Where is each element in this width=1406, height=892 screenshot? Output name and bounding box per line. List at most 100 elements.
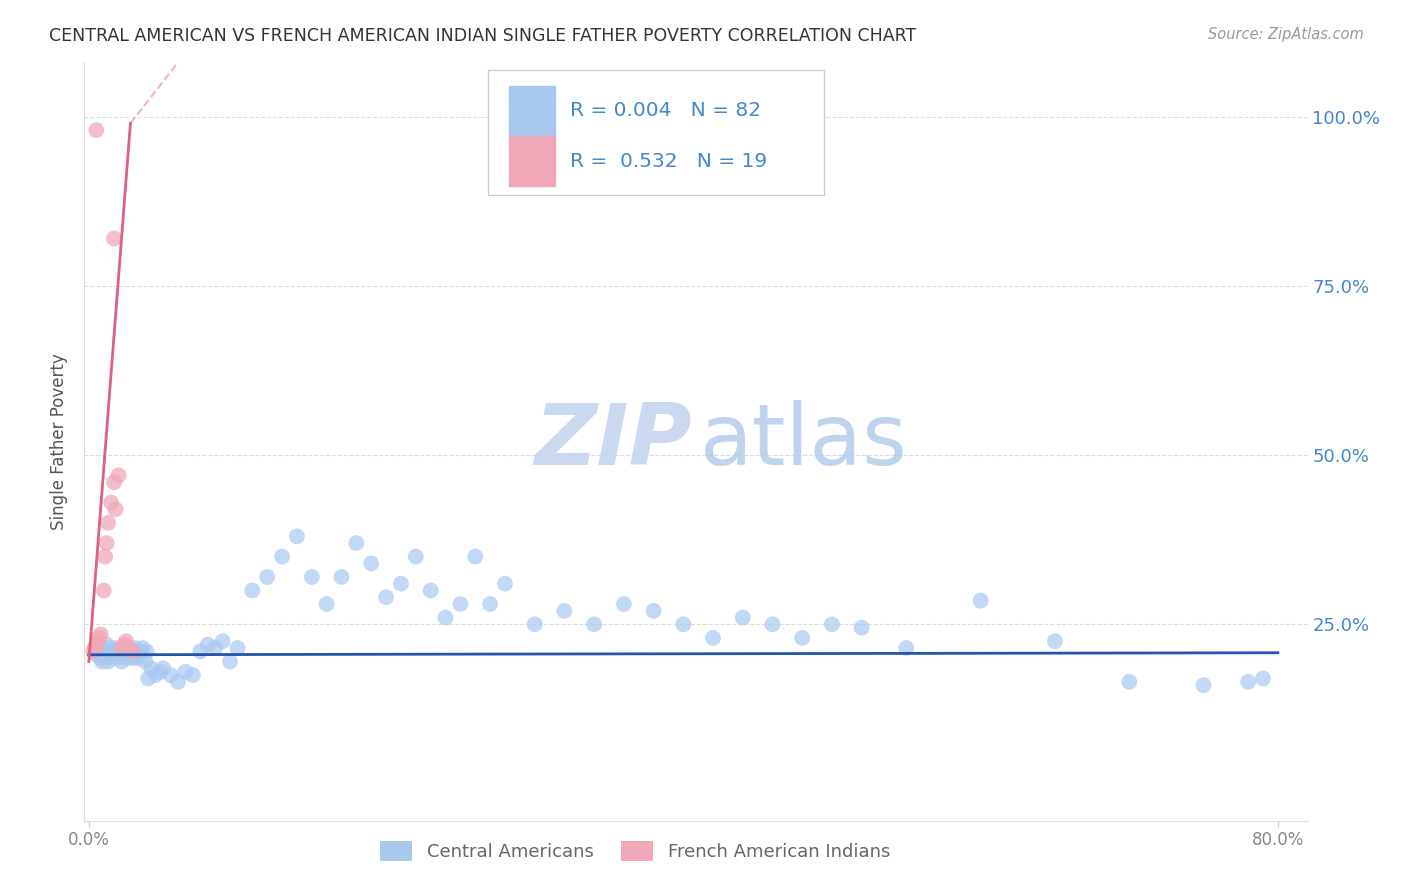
Point <box>110 640 132 655</box>
Point <box>553 604 575 618</box>
Point <box>523 617 546 632</box>
Point <box>135 644 157 658</box>
Point <box>120 644 142 658</box>
Point <box>84 123 107 137</box>
Point <box>110 655 132 669</box>
Point <box>97 655 120 669</box>
Bar <box>509 86 555 135</box>
Point <box>105 651 128 665</box>
Point <box>344 536 367 550</box>
Point <box>1118 674 1140 689</box>
Point <box>792 631 814 645</box>
Point <box>91 655 114 669</box>
Point <box>89 640 111 655</box>
Bar <box>509 136 555 186</box>
Point <box>134 655 156 669</box>
Point <box>107 648 129 662</box>
Point <box>479 597 502 611</box>
Point <box>114 638 136 652</box>
Point <box>129 644 152 658</box>
Point <box>330 570 353 584</box>
Legend: Central Americans, French American Indians: Central Americans, French American India… <box>373 834 897 869</box>
Point <box>103 231 125 245</box>
Point <box>103 648 125 662</box>
Point <box>256 570 278 584</box>
Point <box>118 640 141 655</box>
Point <box>98 640 121 655</box>
Point <box>115 648 138 662</box>
Point <box>96 536 118 550</box>
Point <box>285 529 308 543</box>
Point <box>821 617 844 632</box>
Point <box>93 644 115 658</box>
Point <box>127 651 149 665</box>
Text: R = 0.004   N = 82: R = 0.004 N = 82 <box>569 101 761 120</box>
Point <box>100 651 122 665</box>
Point <box>896 640 918 655</box>
Point <box>145 668 167 682</box>
Point <box>111 640 134 655</box>
Point <box>84 638 107 652</box>
Point <box>174 665 197 679</box>
Point <box>115 634 138 648</box>
FancyBboxPatch shape <box>488 70 824 195</box>
Point <box>82 644 104 658</box>
Point <box>93 583 115 598</box>
Point <box>494 576 516 591</box>
Point <box>89 631 111 645</box>
Point <box>117 651 139 665</box>
Point <box>419 583 441 598</box>
Point <box>97 516 120 530</box>
Point <box>197 638 219 652</box>
Point <box>204 640 226 655</box>
Point <box>103 475 125 490</box>
Point <box>136 672 159 686</box>
Point <box>159 668 181 682</box>
Point <box>131 640 153 655</box>
Point <box>118 640 141 655</box>
Point <box>125 648 148 662</box>
Point <box>464 549 486 564</box>
Point <box>434 610 457 624</box>
Point <box>240 583 263 598</box>
Point <box>375 591 398 605</box>
Point <box>104 640 127 655</box>
Text: CENTRAL AMERICAN VS FRENCH AMERICAN INDIAN SINGLE FATHER POVERTY CORRELATION CHA: CENTRAL AMERICAN VS FRENCH AMERICAN INDI… <box>49 27 917 45</box>
Point <box>211 634 233 648</box>
Point <box>87 634 110 648</box>
Text: Source: ZipAtlas.com: Source: ZipAtlas.com <box>1208 27 1364 42</box>
Point <box>226 640 249 655</box>
Point <box>188 644 211 658</box>
Point <box>122 651 145 665</box>
Point <box>583 617 606 632</box>
Point <box>389 576 412 591</box>
Point <box>149 665 172 679</box>
Point <box>124 640 146 655</box>
Point <box>449 597 471 611</box>
Text: ZIP: ZIP <box>534 400 692 483</box>
Point <box>108 644 131 658</box>
Point <box>181 668 204 682</box>
Point <box>101 644 124 658</box>
Point <box>94 549 117 564</box>
Point <box>90 651 112 665</box>
Point <box>152 661 174 675</box>
Point <box>1192 678 1215 692</box>
Point <box>84 648 107 662</box>
Point <box>1237 674 1260 689</box>
Point <box>104 502 127 516</box>
Point <box>1043 634 1066 648</box>
Point <box>761 617 783 632</box>
Point <box>90 627 112 641</box>
Point <box>167 674 190 689</box>
Point <box>96 638 118 652</box>
Point <box>107 468 129 483</box>
Point <box>360 557 382 571</box>
Point <box>1251 672 1274 686</box>
Point <box>122 644 145 658</box>
Point <box>731 610 754 624</box>
Point <box>100 495 122 509</box>
Point <box>94 648 117 662</box>
Point <box>851 621 873 635</box>
Point <box>613 597 636 611</box>
